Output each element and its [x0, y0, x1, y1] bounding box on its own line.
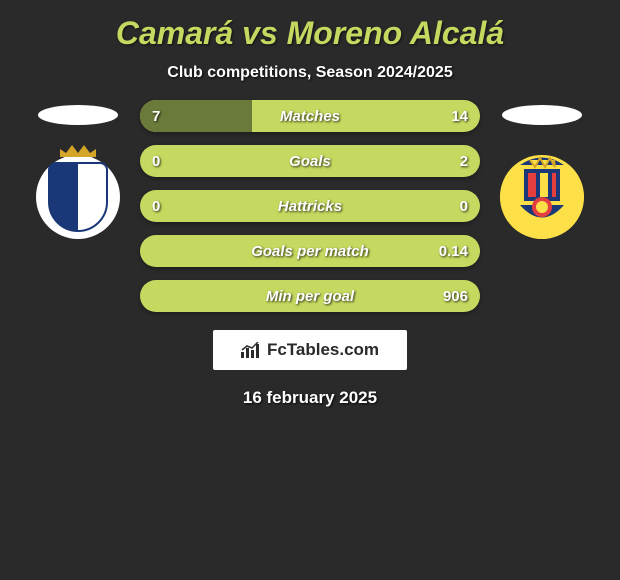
- left-ellipse: [38, 105, 118, 125]
- stat-label: Hattricks: [278, 198, 342, 215]
- stat-row-matches: 7 Matches 14: [140, 100, 480, 132]
- crown-icon: [58, 143, 98, 157]
- stat-row-min-per-goal: Min per goal 906: [140, 280, 480, 312]
- stat-left-value: 0: [152, 198, 160, 215]
- stat-right-value: 14: [451, 108, 468, 125]
- left-column: [36, 100, 120, 239]
- right-column: [500, 100, 584, 239]
- stat-row-goals-per-match: Goals per match 0.14: [140, 235, 480, 267]
- stat-row-hattricks: 0 Hattricks 0: [140, 190, 480, 222]
- stat-right-value: 906: [443, 288, 468, 305]
- stat-right-value: 0.14: [439, 243, 468, 260]
- chart-icon: [241, 342, 261, 358]
- stat-right-value: 0: [460, 198, 468, 215]
- right-team-crest: [500, 155, 584, 239]
- stat-label: Min per goal: [266, 288, 354, 305]
- stat-left-value: 0: [152, 153, 160, 170]
- stats-bars: 7 Matches 14 0 Goals 2 0 Hattricks 0 Goa…: [140, 100, 480, 312]
- brand-label: FcTables.com: [267, 340, 379, 360]
- right-ellipse: [502, 105, 582, 125]
- stat-label: Goals per match: [251, 243, 369, 260]
- comparison-date: 16 february 2025: [243, 388, 377, 408]
- comparison-title: Camará vs Moreno Alcalá: [116, 15, 504, 52]
- stats-area: 7 Matches 14 0 Goals 2 0 Hattricks 0 Goa…: [0, 100, 620, 312]
- stat-label: Matches: [280, 108, 340, 125]
- comparison-subtitle: Club competitions, Season 2024/2025: [167, 64, 452, 82]
- stat-row-goals: 0 Goals 2: [140, 145, 480, 177]
- left-crest-shield: [48, 162, 108, 232]
- left-team-crest: [36, 155, 120, 239]
- stat-label: Goals: [289, 153, 331, 170]
- comparison-widget: Camará vs Moreno Alcalá Club competition…: [0, 0, 620, 418]
- stat-right-value: 2: [460, 153, 468, 170]
- brand-box[interactable]: FcTables.com: [213, 330, 407, 370]
- right-crest-graphic: [500, 155, 584, 239]
- stat-left-value: 7: [152, 108, 160, 125]
